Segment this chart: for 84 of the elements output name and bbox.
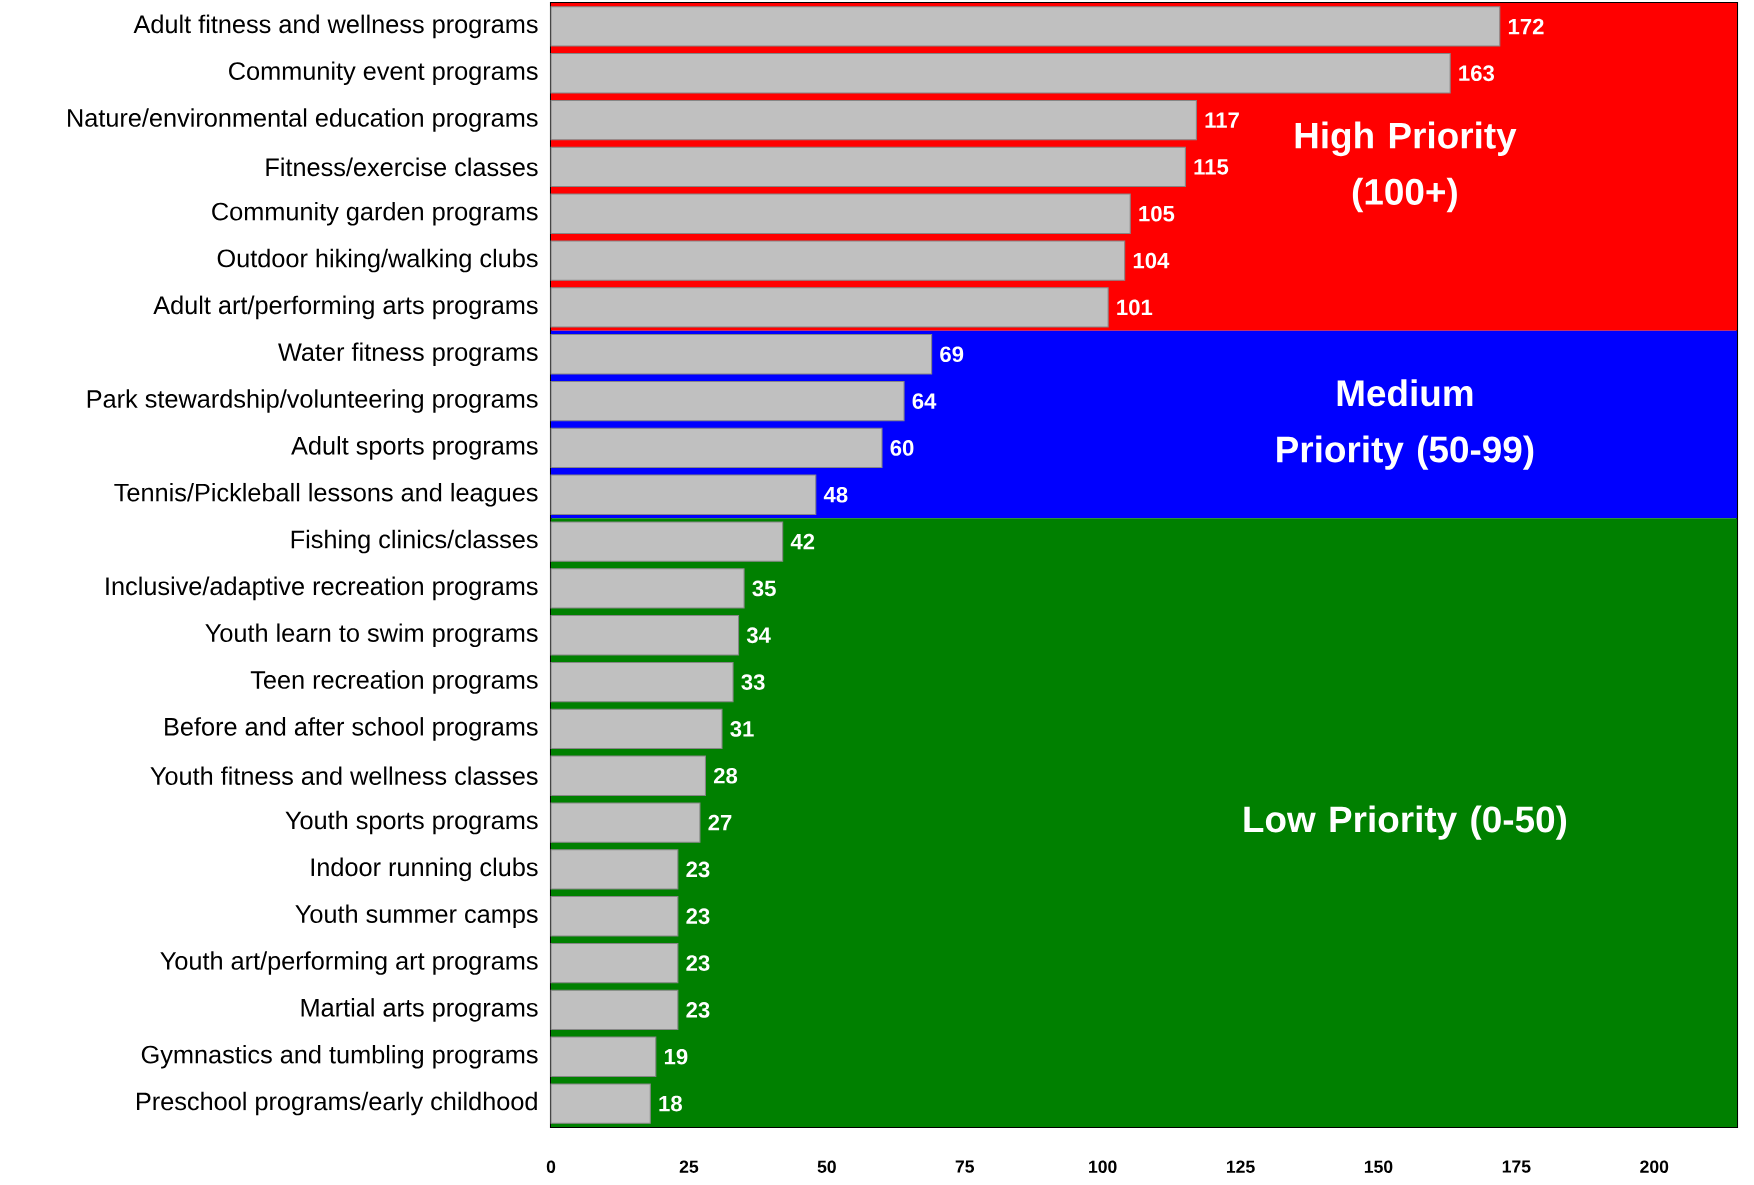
data-label: 23 [686, 1002, 710, 1018]
bar [550, 896, 679, 937]
y-tick-label: Indoor running clubs [311, 857, 538, 882]
data-label: 101 [1117, 299, 1153, 316]
bar [550, 755, 706, 797]
data-label: 18 [659, 1095, 682, 1112]
y-tick-label: Adult fitness and wellness programs [133, 14, 538, 39]
y-tick-label: Outdoor hiking/walking clubs [217, 248, 538, 273]
data-label: 48 [823, 487, 848, 503]
y-tick-label: Youth learn to swim programs [205, 623, 538, 648]
bar [550, 568, 745, 609]
bar [550, 849, 679, 890]
data-label: 115 [1194, 159, 1229, 175]
bar [550, 662, 734, 703]
bar [550, 708, 723, 750]
data-label: 27 [708, 815, 732, 831]
bar [550, 146, 1186, 188]
y-tick-label: Youth summer camps [295, 904, 538, 929]
y-tick-label: Teen recreation programs [250, 670, 538, 695]
data-label: 23 [686, 861, 710, 878]
x-tick-label: 200 [1640, 1160, 1669, 1174]
y-tick-label: Before and after school programs [165, 717, 538, 741]
bar [550, 381, 905, 422]
data-label: 117 [1205, 112, 1239, 128]
x-tick-label: 25 [679, 1160, 699, 1174]
bar [550, 100, 1197, 141]
data-label: 19 [664, 1049, 688, 1065]
y-tick-label: Adult sports programs [291, 436, 538, 460]
y-tick-label: Youth art/performing art programs [160, 951, 538, 976]
x-tick-label: 100 [1089, 1160, 1117, 1174]
y-tick-label: Martial arts programs [301, 998, 538, 1022]
bar [550, 6, 1501, 47]
data-label: 35 [752, 580, 776, 597]
y-tick-label: Fitness/exercise classes [266, 157, 538, 177]
bar [550, 427, 883, 469]
data-label: 163 [1459, 65, 1495, 82]
y-tick-label: Nature/environmental education programs [68, 108, 538, 133]
x-tick-label: 50 [817, 1160, 836, 1174]
bar [550, 53, 1451, 94]
data-label: 28 [713, 768, 738, 784]
bar [550, 1083, 651, 1124]
data-label: 33 [741, 674, 765, 691]
y-tick-label: Youth sports programs [285, 810, 538, 835]
y-tick-label: Community event programs [229, 61, 538, 86]
y-tick-label: Park stewardship/volunteering programs [87, 389, 538, 414]
band-label: High Priority (100+) [1295, 121, 1517, 213]
bar [550, 1036, 657, 1078]
y-tick-label: Water fitness programs [278, 342, 538, 367]
data-label: 23 [686, 955, 710, 972]
bar [550, 943, 679, 984]
data-label: 60 [890, 440, 914, 456]
bar [550, 989, 679, 1031]
bar [550, 334, 933, 375]
y-tick-label: Preschool programs/early childhood [137, 1091, 537, 1116]
x-tick-label: 75 [955, 1160, 975, 1173]
data-label: 172 [1508, 18, 1544, 35]
y-tick-label: Fishing clinics/classes [291, 529, 538, 554]
band-label: Low Priority (0-50) [1244, 805, 1567, 840]
bar [550, 193, 1131, 235]
data-label: 64 [912, 393, 937, 410]
bar [550, 474, 817, 516]
x-tick-label: 175 [1502, 1160, 1531, 1173]
y-tick-label: Tennis/Pickleball lessons and leagues [114, 483, 538, 507]
y-tick-label: Gymnastics and tumbling programs [141, 1045, 538, 1069]
data-label: 23 [686, 908, 710, 925]
bar [550, 615, 740, 656]
y-tick-label: Adult art/performing arts programs [153, 295, 538, 320]
y-tick-label: Community garden programs [212, 202, 538, 226]
data-label: 42 [790, 534, 815, 550]
band-label: Medium Priority (50-99) [1277, 379, 1534, 470]
y-tick-label: Inclusive/adaptive recreation programs [106, 576, 538, 601]
data-label: 31 [730, 721, 754, 737]
data-label: 105 [1139, 206, 1175, 222]
x-tick-label: 0 [546, 1160, 556, 1174]
y-tick-label: Youth fitness and wellness classes [150, 766, 538, 786]
data-label: 104 [1133, 252, 1170, 269]
x-tick-label: 150 [1364, 1160, 1393, 1174]
bar [550, 521, 784, 562]
bar [550, 240, 1126, 281]
x-tick-label: 125 [1226, 1160, 1255, 1174]
data-label: 69 [940, 346, 964, 363]
bar [550, 287, 1109, 328]
data-label: 34 [746, 627, 771, 644]
bar [550, 802, 701, 843]
